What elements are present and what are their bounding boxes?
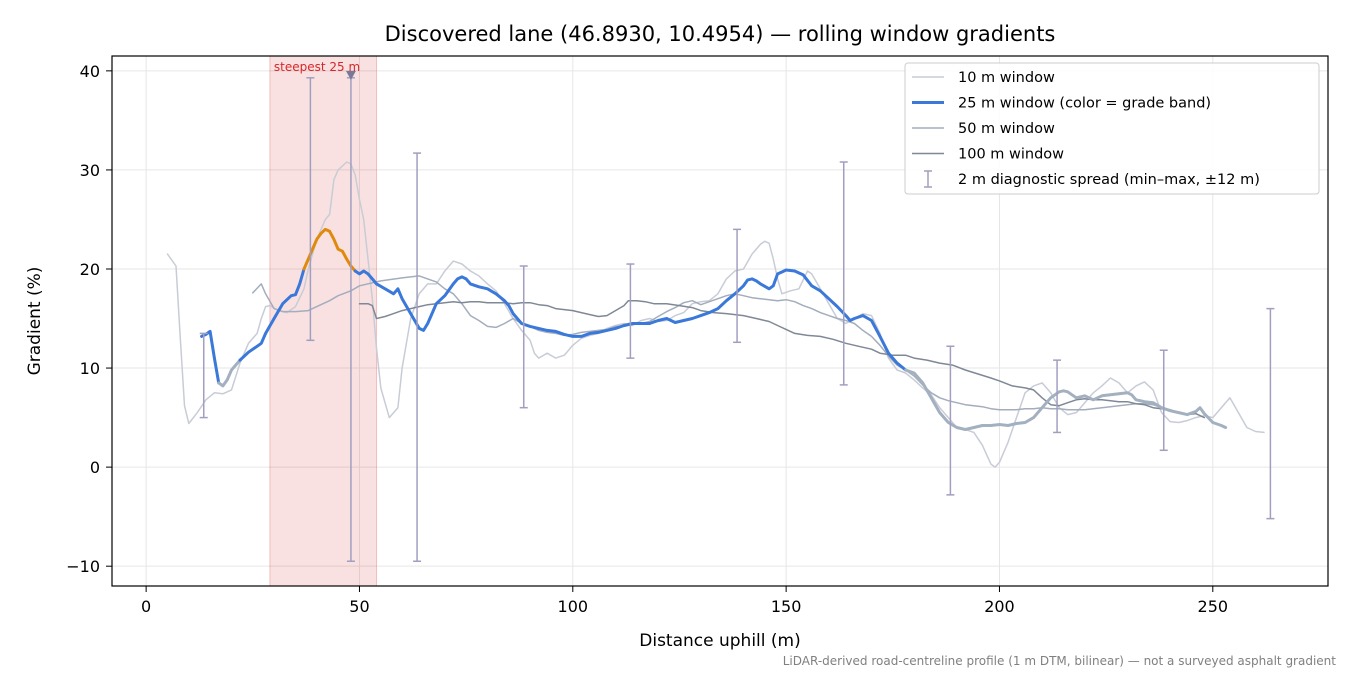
legend-box [904, 62, 1320, 195]
chart-title: Discovered lane (46.8930, 10.4954) — rol… [385, 22, 1056, 46]
y-axis-label: Gradient (%) [25, 267, 45, 376]
series-line-25m-segment [302, 227, 357, 273]
steepest-marker [345, 70, 356, 80]
steepest-marker-group: steepest 25 m [274, 60, 360, 80]
steepest-window-shade [269, 55, 378, 587]
legend-label-2: 50 m window [958, 121, 1055, 137]
series-lines [166, 161, 1265, 468]
y-tick-label: 0 [90, 458, 100, 477]
y-tick-label: 10 [80, 359, 100, 378]
x-axis-ticks: 0 50 100 150 200 250 [141, 586, 1228, 616]
y-axis-ticks: −10 0 10 20 30 40 [66, 62, 112, 576]
steepest-annotation: steepest 25 m [274, 60, 360, 74]
legend-label-0: 10 m window [958, 70, 1055, 86]
y-tick-label: 30 [80, 161, 100, 180]
steepest-window-region [269, 55, 378, 587]
series-line-25m-segment [353, 268, 908, 372]
series-line-25m-segment [904, 368, 1228, 431]
legend-label-3: 100 m window [958, 147, 1064, 163]
series-line-25m-segment [238, 267, 306, 362]
legend-label-errorbars: 2 m diagnostic spread (min–max, ±12 m) [958, 172, 1260, 188]
x-axis-label: Distance uphill (m) [639, 631, 800, 651]
x-tick-label: 150 [771, 597, 802, 616]
diagnostic-error-bars [199, 77, 1275, 562]
x-tick-label: 200 [984, 597, 1015, 616]
y-tick-label: 20 [80, 260, 100, 279]
footnote: LiDAR-derived road-centreline profile (1… [783, 654, 1337, 668]
x-tick-label: 100 [558, 597, 589, 616]
plot-frame [111, 55, 1329, 587]
x-tick-label: 250 [1198, 597, 1229, 616]
series-line-25m-segment [217, 358, 242, 388]
y-tick-label: −10 [66, 557, 100, 576]
legend-label-1: 25 m window (color = grade band) [958, 96, 1211, 112]
legend: 10 m window 25 m window (color = grade ba… [904, 62, 1320, 195]
x-tick-label: 50 [349, 597, 369, 616]
x-tick-label: 0 [141, 597, 151, 616]
y-tick-label: 40 [80, 62, 100, 81]
series-line-3 [358, 299, 1206, 419]
